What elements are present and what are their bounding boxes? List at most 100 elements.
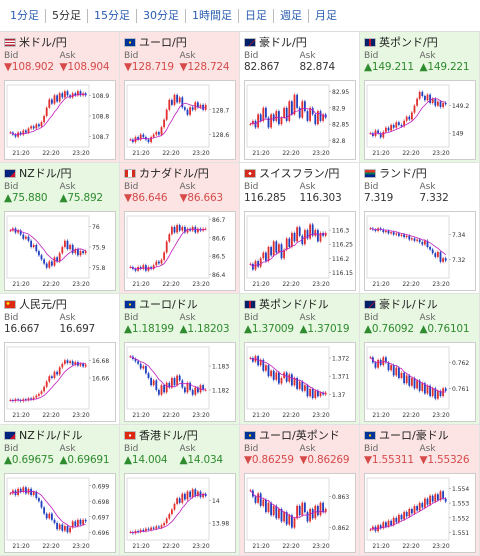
gb-flag-icon: [244, 299, 256, 309]
y-tick-label: 1.552: [452, 515, 469, 522]
candle-body: [267, 117, 270, 128]
pair-link[interactable]: 香港ドル/円: [139, 429, 198, 442]
candle-body: [61, 524, 64, 531]
bid-ask-labels: Bid Ask: [364, 313, 475, 323]
price-chart[interactable]: 0.699 0.698 0.697 0.696 21:20 22:20 23:20: [4, 473, 116, 553]
y-tick-label: 149.2: [452, 103, 469, 110]
candle-body: [431, 388, 434, 397]
price-chart[interactable]: 14 13.98 21:20 22:20 23:20: [124, 473, 236, 553]
candle-body: [285, 512, 288, 525]
pair-link[interactable]: ランド/円: [379, 167, 427, 180]
candle-body: [71, 521, 74, 528]
price-chart[interactable]: 128.7 128.6 21:20 22:20 23:20: [124, 80, 236, 160]
candle-body: [387, 520, 390, 527]
tab-2[interactable]: 15分足: [88, 8, 137, 23]
price-chart[interactable]: 7.34 7.32 21:20 22:20 23:20: [364, 211, 476, 291]
candle-body: [444, 102, 447, 105]
candle-body: [157, 132, 160, 135]
y-tick-label: 0.862: [332, 525, 349, 532]
pair-link[interactable]: ユーロ/英ポンド: [259, 429, 340, 442]
candle-body: [262, 359, 265, 371]
tab-3[interactable]: 30分足: [137, 8, 186, 23]
price-chart[interactable]: 1.554 1.553 1.552 1.551 21:20 22:20 23:20: [364, 473, 476, 553]
candle-body: [392, 365, 395, 376]
pair-link[interactable]: 豪ドル/ドル: [379, 298, 438, 311]
price-chart[interactable]: 116.3 116.25 116.2 116.15 21:20 22:20 23:20: [244, 211, 356, 291]
candle-body: [144, 528, 147, 531]
pair-title: NZドル/円: [4, 166, 115, 180]
candle-body: [390, 232, 393, 234]
pair-link[interactable]: カナダドル/円: [139, 167, 209, 180]
pair-link[interactable]: 人民元/円: [19, 298, 67, 311]
candle-body: [139, 134, 142, 140]
candle-body: [66, 91, 69, 96]
y-tick-label: 75.9: [92, 245, 106, 252]
pair-link[interactable]: ユーロ/豪ドル: [379, 429, 449, 442]
tab-1[interactable]: 5分足: [46, 8, 88, 23]
candle-body: [137, 267, 140, 271]
candle-body: [152, 134, 155, 138]
candle-body: [170, 226, 173, 235]
candle-body: [176, 498, 179, 504]
price-chart[interactable]: 76 75.9 75.8 21:20 22:20 23:20: [4, 211, 116, 291]
price-chart[interactable]: 86.7 86.6 86.5 86.4 21:20 22:20 23:20: [124, 211, 236, 291]
pair-link[interactable]: スイスフラン/円: [259, 167, 340, 180]
price-chart[interactable]: 0.863 0.862 21:20 22:20 23:20: [244, 473, 356, 553]
tab-6[interactable]: 週足: [274, 8, 309, 23]
pair-link[interactable]: 英ポンド/ドル: [259, 298, 329, 311]
price-chart[interactable]: 82.95 82.9 82.85 82.8 21:20 22:20 23:20: [244, 80, 356, 160]
pair-link[interactable]: 英ポンド/円: [379, 36, 438, 49]
pair-link[interactable]: ユーロ/円: [139, 36, 187, 49]
pair-link[interactable]: 米ドル/円: [19, 36, 67, 49]
x-tick-label: 22:20: [162, 412, 179, 419]
candle-body: [410, 238, 413, 240]
price-chart[interactable]: 108.9 108.8 108.7 21:20 22:20 23:20: [4, 80, 116, 160]
ask-price: 7.332: [419, 192, 449, 204]
candle-body: [155, 132, 158, 135]
candle-body: [168, 514, 171, 519]
price-chart[interactable]: 1.183 1.182 21:20 22:20 23:20: [124, 342, 236, 422]
price-row: ▲75.880 ▲75.892: [4, 192, 115, 205]
x-tick-label: 23:20: [192, 412, 209, 419]
candle-body: [181, 226, 184, 231]
candle-body: [43, 116, 46, 123]
price-chart[interactable]: 16.68 16.66 21:20 22:20 23:20: [4, 342, 116, 422]
price-chart[interactable]: 1.372 1.371 1.37 21:20 22:20 23:20: [244, 342, 356, 422]
tab-0[interactable]: 1分足: [4, 8, 46, 23]
y-tick-label: 108.9: [92, 93, 109, 100]
candle-body: [293, 378, 296, 386]
candle-body: [277, 372, 280, 384]
price-row: ▲14.004 ▲14.034: [124, 454, 235, 467]
pair-link[interactable]: NZドル/ドル: [19, 429, 83, 442]
candle-body: [254, 496, 257, 503]
x-tick-label: 22:20: [162, 150, 179, 157]
pair-title: ユーロ/円: [124, 35, 235, 49]
y-tick-label: 86.5: [212, 254, 226, 261]
plot-frame: [246, 84, 330, 148]
y-tick-label: 0.761: [452, 386, 469, 393]
candlestick-chart: 76 75.9 75.8 21:20 22:20 23:20: [6, 215, 106, 288]
pair-link[interactable]: 豪ドル/円: [259, 36, 307, 49]
y-tick-label: 116.2: [332, 256, 349, 263]
candle-body: [71, 244, 74, 254]
price-chart[interactable]: 149.2 149 21:20 22:20 23:20: [364, 80, 476, 160]
tab-7[interactable]: 月足: [315, 8, 337, 22]
candle-body: [56, 257, 59, 262]
bid-ask-labels: Bid Ask: [4, 182, 115, 192]
candle-body: [147, 139, 150, 143]
bid-price: 116.285: [244, 192, 287, 204]
tab-5[interactable]: 日足: [239, 8, 274, 23]
candlestick-chart: 14 13.98 21:20 22:20 23:20: [126, 477, 229, 550]
bid-price: ▼0.86259: [244, 454, 294, 466]
price-chart[interactable]: 0.762 0.761 21:20 22:20 23:20: [364, 342, 476, 422]
pair-link[interactable]: ユーロ/ドル: [139, 298, 198, 311]
candle-body: [288, 238, 291, 247]
bid-label: Bid: [244, 182, 259, 192]
pair-link[interactable]: NZドル/円: [19, 167, 72, 180]
candle-body: [30, 240, 33, 247]
tab-4[interactable]: 1時間足: [186, 8, 239, 23]
candle-body: [405, 116, 408, 121]
candle-body: [434, 253, 437, 257]
candlestick-chart: 1.183 1.182 21:20 22:20 23:20: [126, 346, 229, 419]
x-tick-label: 22:20: [42, 543, 59, 550]
